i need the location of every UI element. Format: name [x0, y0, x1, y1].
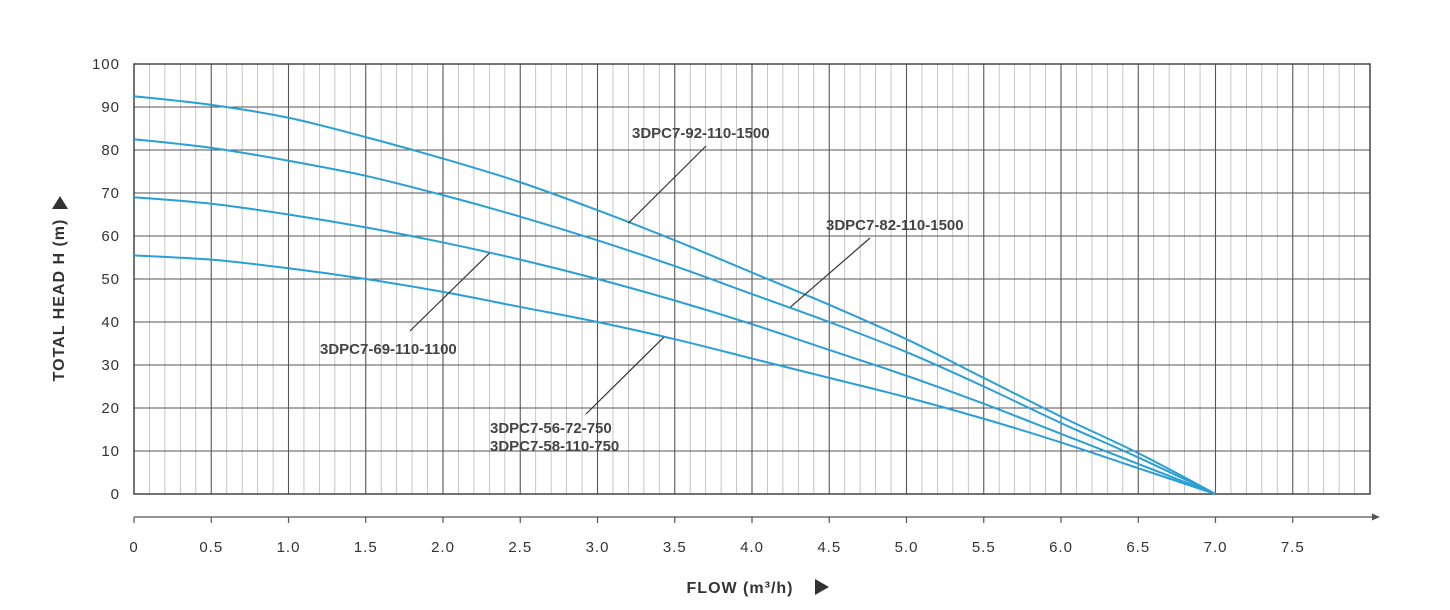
y-tick-label: 90 [101, 99, 120, 116]
curve-label-4: 3DPC7-56-72-750 [490, 420, 612, 437]
curve-line-4 [133, 254, 1216, 495]
curve-line-2 [133, 138, 1216, 495]
x-axis [133, 513, 1380, 523]
x-tick-label: 4.0 [740, 539, 764, 556]
curve-line-3 [133, 196, 1216, 495]
x-tick-label: 2.0 [431, 539, 455, 556]
x-tick-label: 7.0 [1204, 539, 1228, 556]
x-tick-label: 6.0 [1049, 539, 1073, 556]
curve-label-2: 3DPC7-82-110-1500 [826, 217, 964, 234]
curve-labels: 3DPC7-92-110-1500 3DPC7-82-110-1500 3DPC7-… [320, 125, 964, 455]
x-tick-label: 5.5 [972, 539, 996, 556]
curve-label-leader-3 [409, 252, 490, 332]
x-tick-label: 1.5 [354, 539, 378, 556]
plot-frame [133, 63, 1371, 495]
y-axis-title: TOTAL HEAD H (m) [51, 219, 68, 382]
x-tick-label: 4.5 [817, 539, 841, 556]
y-tick-label: 30 [101, 357, 120, 374]
y-tick-label: 50 [101, 271, 120, 288]
y-tick-label: 20 [101, 400, 120, 417]
y-axis-title-arrow-icon [52, 196, 68, 209]
x-tick-label: 7.5 [1281, 539, 1305, 556]
curve-line-1 [133, 95, 1216, 495]
x-axis-title: FLOW (m³/h) [687, 580, 794, 597]
y-tick-label: 40 [101, 314, 120, 331]
x-axis-title-arrow-icon [815, 579, 829, 595]
curves [133, 95, 1216, 495]
x-tick-label: 0.5 [199, 539, 223, 556]
curve-label-leader-4 [585, 336, 665, 415]
x-tick-label: 2.5 [508, 539, 532, 556]
curve-label-1: 3DPC7-92-110-1500 [632, 125, 770, 142]
x-tick-label: 3.0 [586, 539, 610, 556]
y-tick-label: 0 [111, 486, 120, 503]
x-tick-label: 5.0 [895, 539, 919, 556]
y-tick-label: 10 [101, 443, 120, 460]
curve-label-leader-2 [790, 237, 871, 308]
x-axis-arrow-icon [1372, 513, 1380, 521]
curve-label-3: 3DPC7-69-110-1100 [320, 341, 457, 358]
curve-label-leader-1 [627, 145, 707, 224]
y-axis-ticks: 0 10 20 30 40 50 60 70 80 90 100 [92, 56, 120, 503]
major-grid [134, 64, 1370, 494]
x-tick-label: 3.5 [663, 539, 687, 556]
x-axis-ticks: 0 0.5 1.0 1.5 2.0 2.5 3.0 3.5 4.0 4.5 5.0 5.5 6.0 6.5… [129, 539, 1305, 556]
x-tick-label: 1.0 [277, 539, 301, 556]
x-tick-label: 6.5 [1126, 539, 1150, 556]
y-tick-label: 60 [101, 228, 120, 245]
y-tick-label: 70 [101, 185, 120, 202]
curve-label-4-second: 3DPC7-58-110-750 [490, 438, 619, 455]
y-tick-label: 100 [92, 56, 120, 73]
y-tick-label: 80 [101, 142, 120, 159]
x-tick-label: 0 [129, 539, 138, 556]
